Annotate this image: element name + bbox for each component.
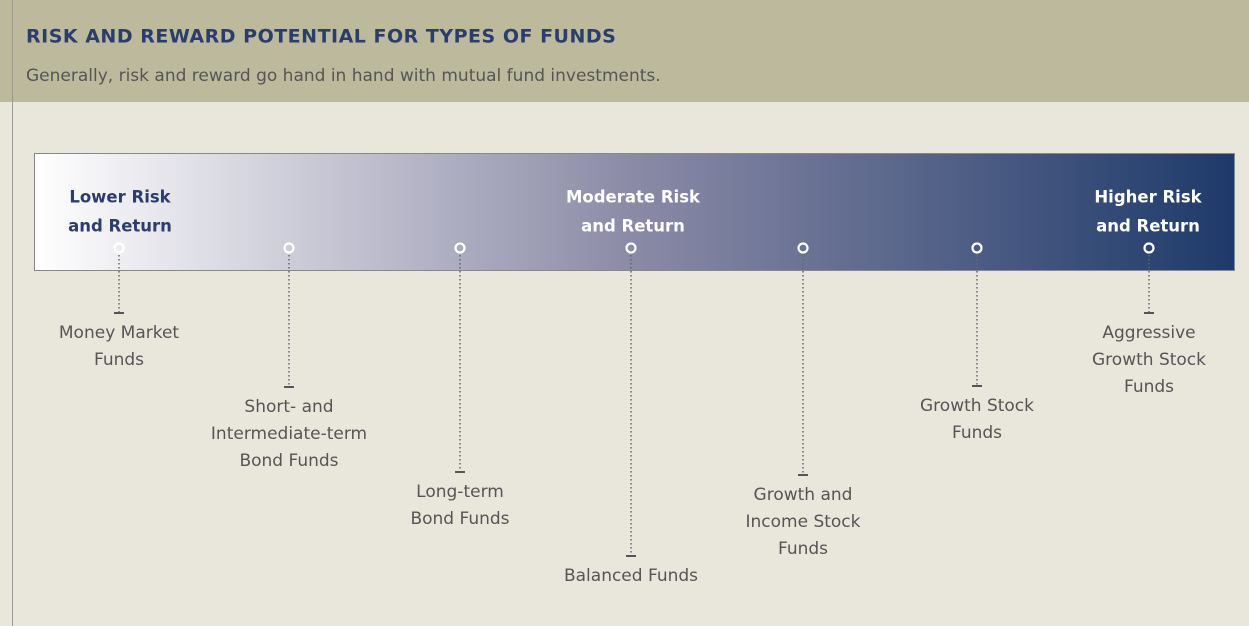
fund-label: Funds (778, 539, 828, 559)
fund-label: Funds (94, 350, 144, 370)
title: RISK AND REWARD POTENTIAL FOR TYPES OF F… (26, 26, 616, 48)
scale-label: Lower Risk (69, 188, 171, 207)
fund-label: Bond Funds (239, 451, 338, 471)
fund-label: Funds (1124, 377, 1174, 397)
fund-label: Income Stock (745, 512, 860, 532)
fund-label: Intermediate-term (211, 424, 367, 444)
marker (113, 242, 125, 254)
marker (625, 242, 637, 254)
fund-label: Short- and (244, 397, 333, 417)
marker (1143, 242, 1155, 254)
fund-label: Growth and (754, 485, 853, 505)
header-band (0, 0, 1249, 102)
risk-bar (34, 153, 1235, 271)
fund-label: Money Market (59, 323, 180, 343)
scale-label: and Return (1096, 217, 1200, 236)
fund-label: Growth Stock (920, 396, 1034, 416)
marker (454, 242, 466, 254)
scale-label: Moderate Risk (566, 188, 701, 207)
fund-label: Balanced Funds (564, 566, 698, 586)
subtitle: Generally, risk and reward go hand in ha… (26, 66, 661, 86)
fund-label: Aggressive (1102, 323, 1195, 343)
fund-label: Long-term (416, 482, 504, 502)
scale-label: Higher Risk (1094, 188, 1202, 207)
fund-label: Growth Stock (1092, 350, 1206, 370)
fund-label: Funds (952, 423, 1002, 443)
fund-label: Bond Funds (410, 509, 509, 529)
marker (971, 242, 983, 254)
marker (797, 242, 809, 254)
scale-label: and Return (581, 217, 685, 236)
scale-label: and Return (68, 217, 172, 236)
marker (283, 242, 295, 254)
